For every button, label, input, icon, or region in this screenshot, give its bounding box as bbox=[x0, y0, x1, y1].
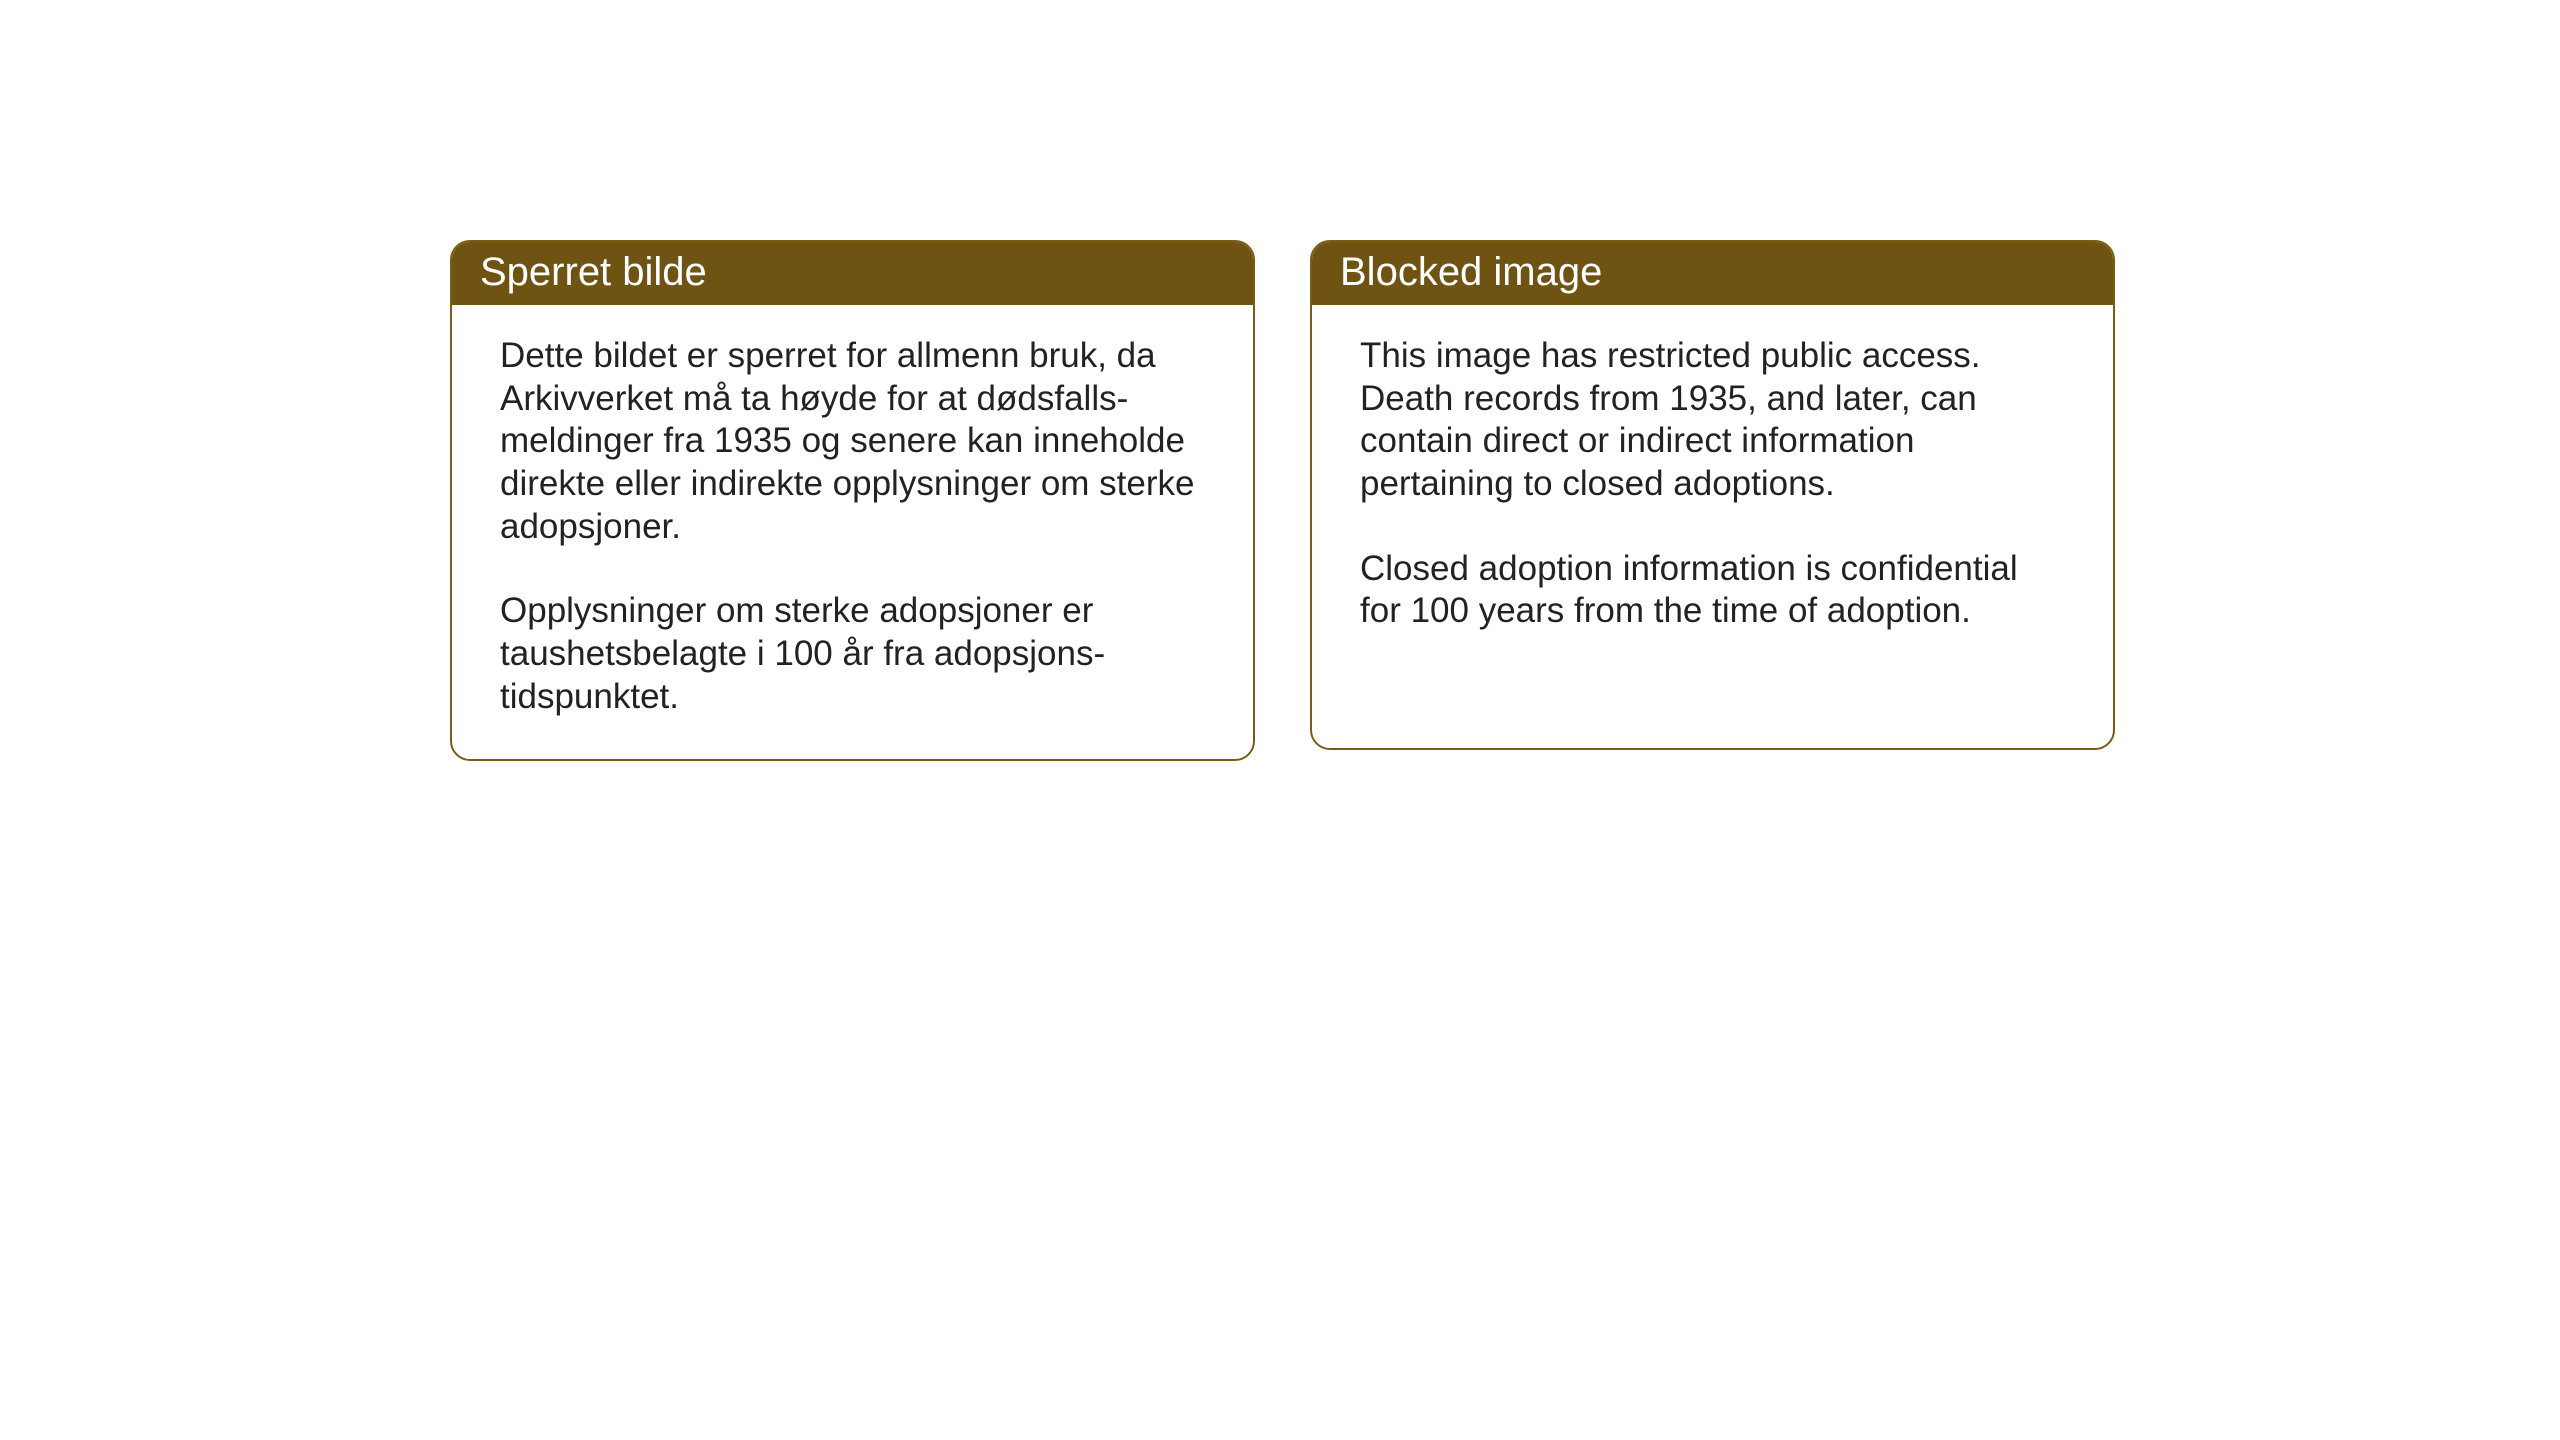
card-paragraph: This image has restricted public access.… bbox=[1360, 335, 2065, 506]
card-paragraph: Dette bildet er sperret for allmenn bruk… bbox=[500, 335, 1205, 548]
card-body-english: This image has restricted public access.… bbox=[1312, 305, 2113, 673]
notice-card-english: Blocked image This image has restricted … bbox=[1310, 240, 2115, 750]
card-header-norwegian: Sperret bilde bbox=[452, 242, 1253, 305]
notice-container: Sperret bilde Dette bildet er sperret fo… bbox=[450, 240, 2115, 761]
card-title-norwegian: Sperret bilde bbox=[480, 250, 707, 294]
card-paragraph: Opplysninger om sterke adopsjoner er tau… bbox=[500, 590, 1205, 718]
card-body-norwegian: Dette bildet er sperret for allmenn bruk… bbox=[452, 305, 1253, 759]
card-paragraph: Closed adoption information is confident… bbox=[1360, 548, 2065, 633]
card-title-english: Blocked image bbox=[1340, 250, 1602, 294]
card-header-english: Blocked image bbox=[1312, 242, 2113, 305]
notice-card-norwegian: Sperret bilde Dette bildet er sperret fo… bbox=[450, 240, 1255, 761]
